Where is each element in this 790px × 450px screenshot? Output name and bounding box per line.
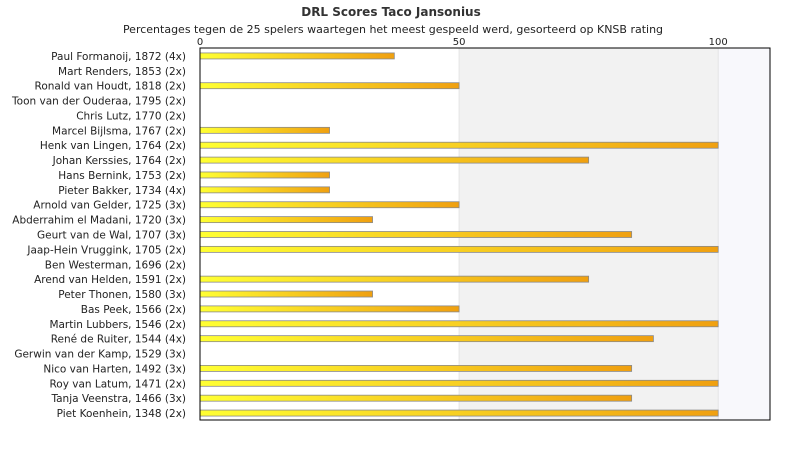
bar [199,335,654,343]
bar [199,365,633,372]
category-label: Piet Koenhein, 1348 (2x) [57,408,186,420]
category-label: Hans Bernink, 1753 (2x) [58,170,186,182]
bar [199,141,719,149]
bar [199,156,590,164]
x-tick-label: 100 [709,37,728,48]
category-labels: Paul Formanoij, 1872 (4x) Mart Renders, 1… [11,51,186,420]
bar [199,305,460,313]
bar [199,171,330,179]
category-label: Geurt van de Wal, 1707 (3x) [37,230,186,242]
bar [199,394,633,402]
bar [199,379,719,387]
bars [199,52,719,417]
bar [199,409,719,417]
chart-subtitle: Percentages tegen de 25 spelers waartege… [123,23,663,36]
plot-frame [199,47,771,421]
category-label: Pieter Bakker, 1734 (4x) [58,185,186,197]
chart-title: DRL Scores Taco Jansonius [301,5,481,19]
bar [199,231,633,238]
category-label: Arend van Helden, 1591 (2x) [34,274,186,286]
category-label: Marcel Bijlsma, 1767 (2x) [52,125,186,137]
x-axis-ticks: 0 50 100 [197,37,728,48]
category-label: Toon van der Ouderaa, 1795 (2x) [11,96,186,108]
category-label: Tanja Veenstra, 1466 (3x) [50,393,186,405]
x-tick-label: 0 [197,37,203,48]
category-label: Johan Kerssies, 1764 (2x) [52,155,186,167]
category-label: Bas Peek, 1566 (2x) [81,304,186,316]
bar [199,82,460,90]
background-band [718,48,770,420]
bar [199,126,330,134]
category-label: Roy van Latum, 1471 (2x) [49,378,186,390]
bar [199,245,719,253]
category-label: Abderrahim el Madani, 1720 (3x) [12,215,186,227]
bar [199,216,373,224]
bar [199,290,373,298]
bar [199,52,395,60]
bar [199,320,719,328]
category-label: Paul Formanoij, 1872 (4x) [51,51,186,63]
category-label: Nico van Harten, 1492 (3x) [43,363,186,375]
bar [199,275,590,283]
bar [199,186,330,194]
category-label: Jaap-Hein Vruggink, 1705 (2x) [26,244,186,256]
category-label: Martin Lubbers, 1546 (2x) [49,319,186,331]
category-label: Gerwin van der Kamp, 1529 (3x) [14,349,186,361]
category-label: Peter Thonen, 1580 (3x) [58,289,186,301]
category-label: Chris Lutz, 1770 (2x) [76,110,186,122]
category-label: Arnold van Gelder, 1725 (3x) [33,200,186,212]
category-label: Ronald van Houdt, 1818 (2x) [35,81,186,93]
category-label: Henk van Lingen, 1764 (2x) [40,140,186,152]
category-label: René de Ruiter, 1544 (4x) [51,334,186,346]
bar [199,201,460,209]
category-label: Ben Westerman, 1696 (2x) [45,259,186,271]
x-tick-label: 50 [453,37,466,48]
category-label: Mart Renders, 1853 (2x) [58,66,186,78]
